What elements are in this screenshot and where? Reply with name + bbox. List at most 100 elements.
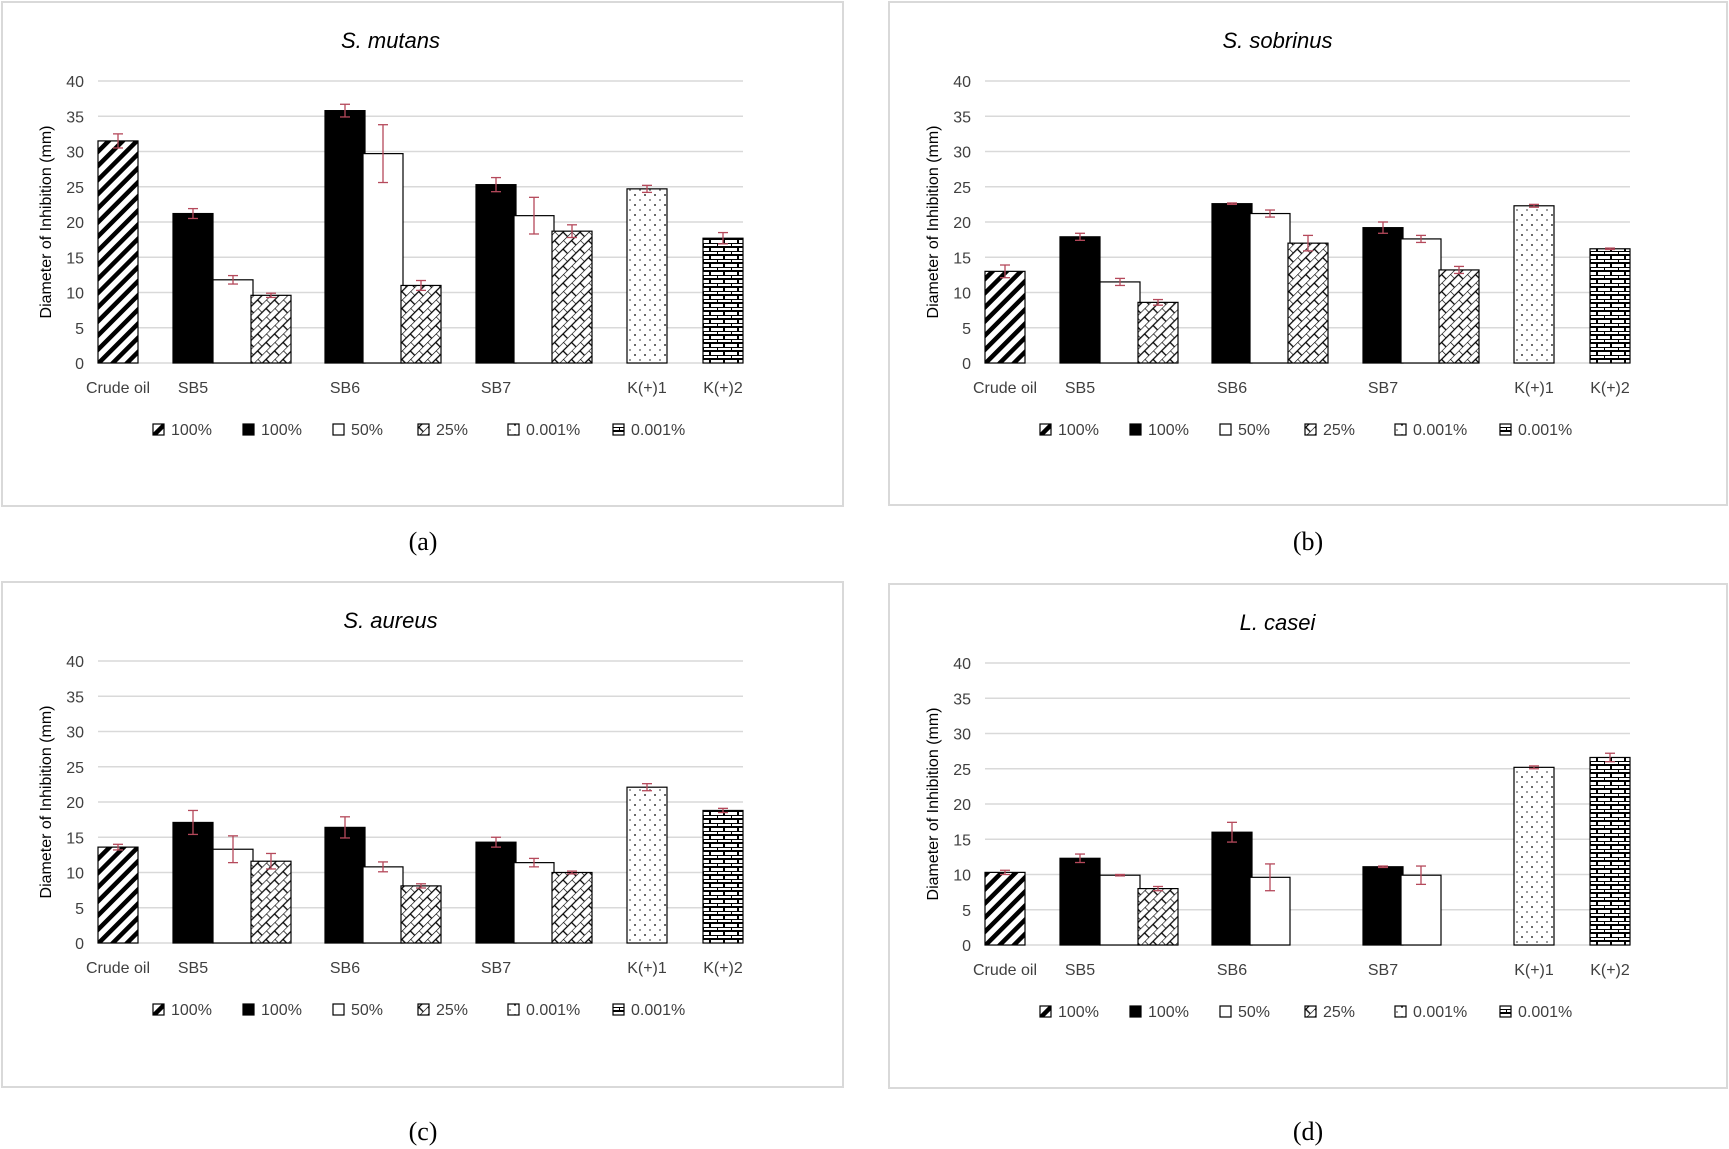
legend-item: 0.001% [612, 422, 685, 439]
error-bar [113, 843, 123, 851]
legend-swatch [1499, 1005, 1512, 1018]
error-bar [1000, 869, 1010, 876]
error-bar [642, 783, 652, 792]
error-bar [1075, 853, 1085, 864]
bar-chart: S. sobrinus 0 5 10 15 20 25 30 35 40 Diameter of I… [925, 28, 1631, 439]
legend-swatch [1394, 423, 1407, 436]
legend-swatch [1394, 1005, 1407, 1018]
bar-chart: S. aureus 0 5 10 15 20 25 30 35 40 Diameter of Inh… [38, 608, 744, 1019]
x-tick-label: SB5 [178, 960, 208, 977]
legend-swatch [1039, 423, 1052, 436]
error-bar [1605, 247, 1615, 251]
x-tick-label: Crude oil [86, 380, 150, 397]
error-bar [1115, 277, 1125, 287]
bar [212, 848, 254, 944]
caption-a: (a) [408, 527, 438, 556]
legend-swatch [1304, 423, 1317, 436]
legend-label: 100% [261, 1002, 302, 1019]
x-tick-label: SB7 [1368, 962, 1398, 979]
error-bar [1378, 865, 1388, 869]
caption-d: (d) [1292, 1117, 1324, 1146]
legend-swatch [152, 1003, 165, 1016]
x-tick-label: SB6 [1217, 380, 1247, 397]
legend-label: 50% [351, 422, 383, 439]
error-bar [340, 103, 350, 118]
x-tick-label: K(+)2 [703, 380, 743, 397]
bar [513, 862, 555, 944]
y-tick-label: 40 [66, 74, 84, 91]
legend-item: 100% [152, 422, 212, 439]
legend-label: 0.001% [1518, 1004, 1572, 1021]
error-bar [1529, 765, 1539, 770]
bar [324, 110, 366, 364]
bar [1400, 238, 1442, 364]
legend-swatch [1039, 1005, 1052, 1018]
x-tick-label: K(+)2 [703, 960, 743, 977]
x-tick-label: Crude oil [86, 960, 150, 977]
legend-swatch [612, 1003, 625, 1016]
error-bar [1303, 234, 1313, 252]
legend-label: 25% [436, 422, 468, 439]
legend-item: 25% [417, 422, 468, 439]
x-tick-label: Crude oil [973, 380, 1037, 397]
y-tick-label: 20 [953, 797, 971, 814]
y-tick-label: 15 [953, 250, 971, 267]
legend-item: 50% [1219, 1004, 1270, 1021]
error-bar [1075, 232, 1085, 241]
chart-panel-a: S. mutans 0 5 10 15 20 25 30 35 40 Diameter of Inh… [1, 1, 844, 507]
bar-chart: L. casei 0 5 10 15 20 25 30 35 40 Diameter of Inhi… [925, 610, 1631, 1021]
legend-item: 0.001% [1394, 1004, 1467, 1021]
legend-swatch [1304, 1005, 1317, 1018]
bar [702, 809, 744, 944]
x-tick-label: SB6 [1217, 962, 1247, 979]
error-bar [1153, 298, 1163, 306]
bar [1362, 866, 1404, 946]
y-tick-label: 40 [953, 656, 971, 673]
legend-item: 100% [1039, 422, 1099, 439]
legend-item: 25% [1304, 422, 1355, 439]
bar [1137, 301, 1179, 364]
legend-item: 100% [152, 1002, 212, 1019]
legend-label: 100% [261, 422, 302, 439]
error-bar [266, 292, 276, 299]
chart-title: S. aureus [343, 608, 437, 633]
error-bar [228, 274, 238, 285]
legend-swatch [1219, 423, 1232, 436]
bar [212, 279, 254, 364]
bar [626, 188, 668, 364]
legend-label: 50% [1238, 422, 1270, 439]
y-tick-label: 35 [66, 689, 84, 706]
y-tick-label: 0 [75, 356, 84, 373]
legend-item: 50% [332, 422, 383, 439]
error-bar [1529, 203, 1539, 208]
legend-label: 0.001% [631, 1002, 685, 1019]
y-tick-label: 0 [962, 938, 971, 955]
bar [1513, 766, 1555, 946]
legend-swatch [332, 1003, 345, 1016]
y-tick-label: 10 [953, 286, 971, 303]
legend-swatch [1219, 1005, 1232, 1018]
error-bar [491, 176, 501, 193]
legend-swatch [242, 423, 255, 436]
error-bar [378, 861, 388, 873]
legend-swatch [1129, 423, 1142, 436]
y-axis-label: Diameter of Inhibition (mm) [925, 708, 942, 901]
bar [1589, 756, 1631, 946]
y-tick-label: 5 [962, 321, 971, 338]
bar [702, 237, 744, 364]
legend-item: 50% [332, 1002, 383, 1019]
error-bar [113, 133, 123, 149]
bar [97, 846, 139, 944]
legend-item: 100% [242, 422, 302, 439]
error-bar [378, 124, 388, 184]
y-tick-label: 35 [66, 109, 84, 126]
y-tick-label: 25 [953, 762, 971, 779]
x-tick-label: K(+)1 [1514, 380, 1554, 397]
error-bar [188, 809, 198, 836]
legend-item: 0.001% [1499, 1004, 1572, 1021]
y-tick-label: 15 [66, 250, 84, 267]
chart-title: S. mutans [341, 28, 440, 53]
legend-swatch [612, 423, 625, 436]
bar [172, 212, 214, 364]
legend-item: 0.001% [1394, 422, 1467, 439]
